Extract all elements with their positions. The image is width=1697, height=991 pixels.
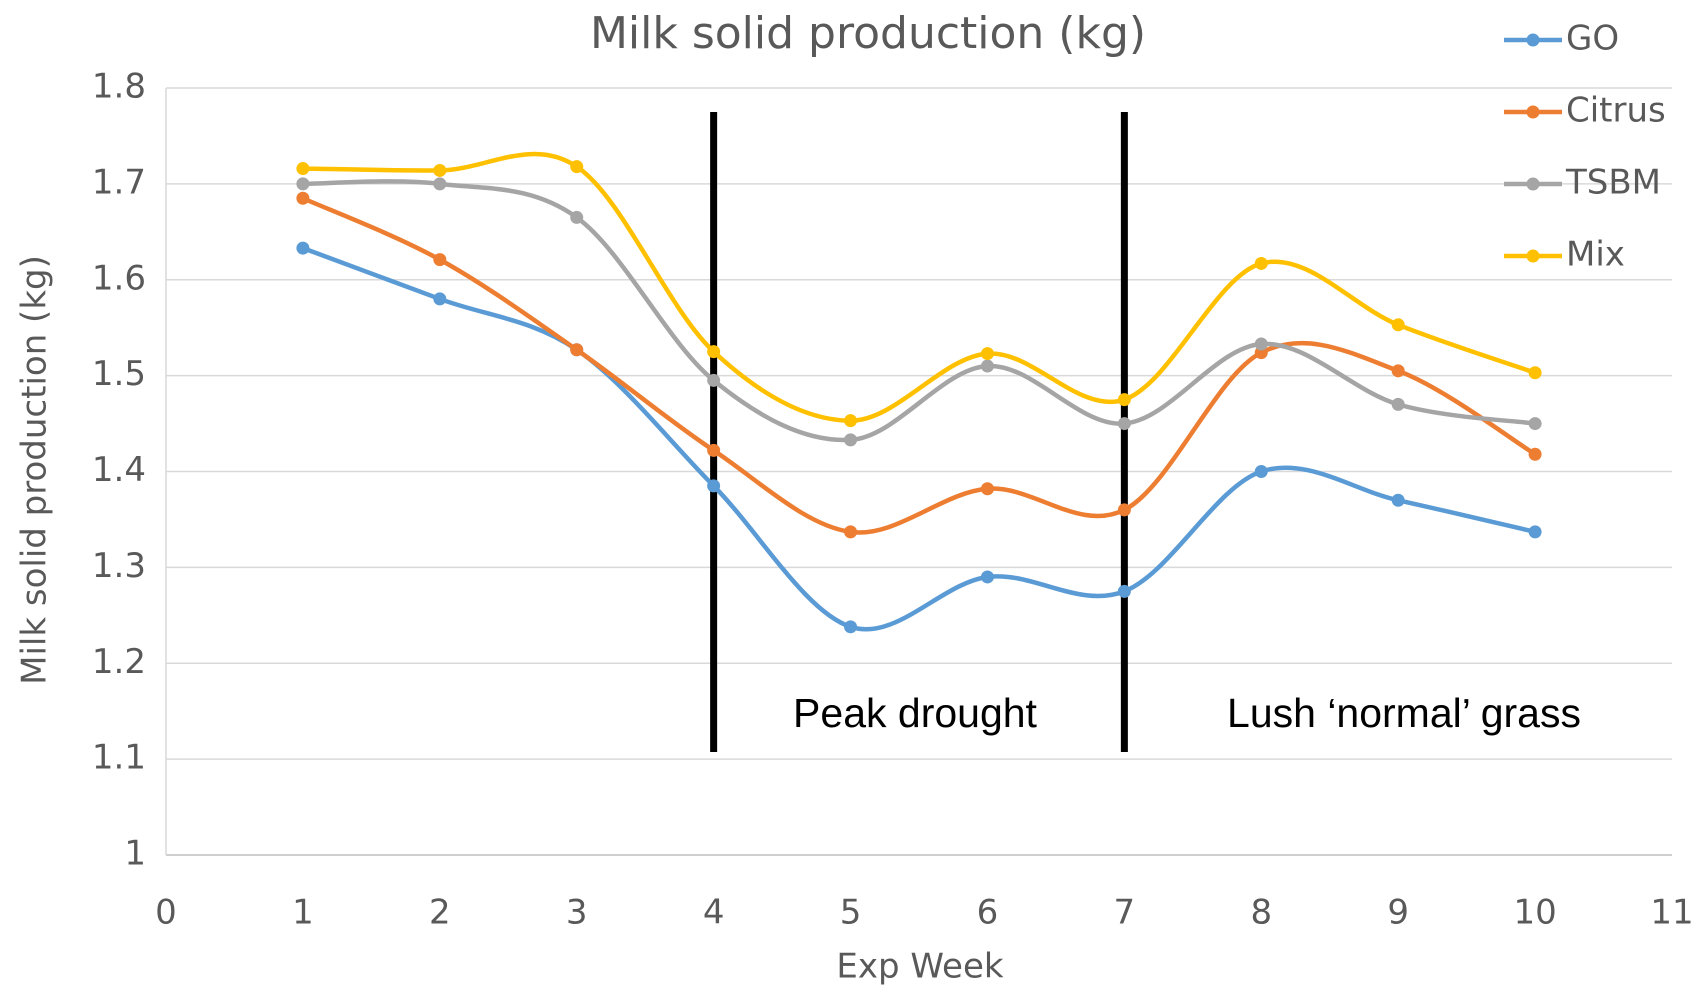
data-point xyxy=(707,373,721,387)
data-point xyxy=(707,443,721,457)
data-point xyxy=(844,620,858,634)
y-axis-label: Milk solid production (kg) xyxy=(15,255,55,685)
data-point xyxy=(980,347,994,361)
series-line xyxy=(302,246,1536,632)
x-tick-label: 8 xyxy=(1250,893,1272,933)
data-point xyxy=(1254,465,1268,478)
x-tick-label: 2 xyxy=(429,893,451,933)
x-tick-label: 4 xyxy=(703,893,725,933)
data-point xyxy=(433,292,447,306)
y-tick-label: 1.5 xyxy=(92,354,146,394)
data-point xyxy=(844,414,858,428)
y-tick-label: 1.3 xyxy=(92,546,146,586)
data-point xyxy=(433,253,447,267)
data-point xyxy=(1117,503,1131,517)
legend-marker xyxy=(1526,249,1540,263)
data-point xyxy=(707,479,721,493)
data-point xyxy=(1117,584,1131,598)
data-point xyxy=(570,160,584,174)
y-tick-label: 1.1 xyxy=(92,738,146,778)
y-tick-label: 1.4 xyxy=(92,450,146,490)
y-tick-label: 1.7 xyxy=(92,162,146,202)
x-tick-label: 1 xyxy=(292,893,314,933)
x-tick-label: 5 xyxy=(840,893,862,933)
legend-label: TSBM xyxy=(1565,163,1661,203)
chart-title: Milk solid production (kg) xyxy=(590,8,1146,59)
y-tick-label: 1.8 xyxy=(92,67,146,107)
x-tick-label: 7 xyxy=(1114,893,1136,933)
data-point xyxy=(1254,337,1268,351)
data-point xyxy=(570,343,584,357)
y-tick-label: 1 xyxy=(124,834,146,874)
x-axis-label: Exp Week xyxy=(836,947,1003,987)
x-tick-label: 3 xyxy=(566,893,588,933)
data-point xyxy=(1528,525,1542,539)
data-point xyxy=(296,241,310,255)
data-point xyxy=(980,359,994,373)
data-point xyxy=(1391,397,1405,411)
data-point xyxy=(1528,447,1542,461)
y-tick-label: 1.6 xyxy=(92,258,146,298)
data-point xyxy=(433,163,447,177)
series-line xyxy=(301,196,1537,535)
data-point xyxy=(1391,364,1405,378)
series-line xyxy=(302,179,1536,443)
legend-marker xyxy=(1526,177,1540,191)
y-tick-label: 1.2 xyxy=(92,642,146,682)
series-line xyxy=(302,151,1536,423)
data-point xyxy=(1528,366,1542,380)
x-tick-label: 0 xyxy=(155,893,177,933)
data-point xyxy=(844,525,858,539)
data-point xyxy=(1528,417,1542,431)
x-tick-label: 10 xyxy=(1513,893,1556,933)
data-point xyxy=(980,570,994,584)
data-point xyxy=(1117,393,1131,407)
data-point xyxy=(1254,256,1268,270)
annotation: Lush ‘normal’ grass xyxy=(1227,690,1581,736)
data-point xyxy=(1117,417,1131,431)
legend-label: Citrus xyxy=(1566,91,1666,131)
annotation: Peak drought xyxy=(793,690,1038,736)
legend-label: Mix xyxy=(1566,235,1625,275)
data-point xyxy=(296,162,310,176)
data-point xyxy=(433,177,447,191)
data-point xyxy=(296,191,310,205)
data-point xyxy=(1391,318,1405,332)
legend-label: GO xyxy=(1566,19,1619,59)
x-tick-label: 6 xyxy=(977,893,999,933)
data-point xyxy=(980,482,994,496)
legend-marker xyxy=(1526,33,1540,47)
x-tick-label: 11 xyxy=(1650,893,1693,933)
x-tick-label: 9 xyxy=(1387,893,1409,933)
data-point xyxy=(844,433,858,447)
legend-marker xyxy=(1526,105,1540,119)
data-point xyxy=(296,177,310,191)
data-point xyxy=(707,345,721,359)
data-point xyxy=(1391,493,1405,507)
data-point xyxy=(570,210,584,224)
